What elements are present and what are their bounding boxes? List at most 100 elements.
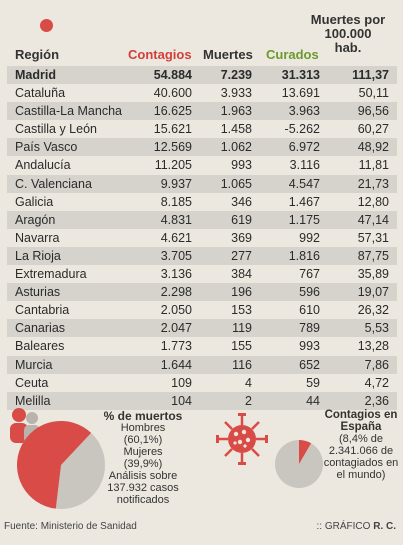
header-contagios: Contagios [128,47,192,62]
table-row: Castilla-La Mancha 16.625 1.963 3.963 96,56 [7,102,397,121]
contagios-value: 1.644 [160,357,192,372]
graphic-credit: :: GRÁFICO R. C. [316,521,396,532]
pie-slice-men [17,421,92,509]
table-row: Asturias 2.298 196 596 19,07 [7,283,397,302]
muertes-value: 116 [232,357,252,372]
table-row: Galicia 8.185 346 1.467 12,80 [7,193,397,211]
region-name: Madrid [15,68,56,82]
curados-value: 3.116 [289,158,320,173]
deaths-pie-title: % de muertos [103,409,183,423]
muertes-value: 619 [231,212,252,227]
muertes-value: 119 [232,321,252,336]
curados-value: 4.547 [288,176,320,191]
rate-value: 60,27 [357,122,389,137]
table-row: C. Valenciana 9.937 1.065 4.547 21,73 [7,174,397,193]
deaths-by-sex-pie [17,421,105,509]
pie-slice-spain [299,440,312,464]
muertes-value: 1.458 [220,122,252,137]
table-row: Extremadura 3.136 384 767 35,89 [7,265,397,283]
curados-value: 1.467 [288,194,320,209]
curados-value: 13.691 [281,86,320,101]
curados-value: 767 [299,267,320,282]
contagios-value: 15.621 [153,122,192,137]
contagios-value: 40.600 [153,86,192,101]
deaths-pie-legend: % de muertos Hombres (60,1%) Mujeres (39… [94,410,192,506]
table-row: La Rioja 3.705 277 1.816 87,75 [7,246,397,266]
table-row: Castilla y León 15.621 1.458 -5.262 60,27 [7,120,397,138]
table-row: Navarra 4.621 369 992 57,31 [7,229,397,247]
red-bullet-icon [40,19,53,32]
muertes-value: 369 [231,230,252,245]
curados-value: 59 [306,375,320,390]
region-name: Cataluña [15,86,66,101]
rate-value: 48,92 [357,140,389,155]
header-deaths-per-100k: Muertes por 100.000 hab. [310,12,386,55]
region-name: Ceuta [15,375,49,390]
curados-value: 31.313 [281,68,320,82]
muertes-value: 155 [231,339,252,354]
table-row: Melilla 104 2 44 2,36 [7,391,397,410]
table-row: Ceuta 109 4 59 4,72 [7,374,397,392]
contagios-value: 3.136 [160,267,192,282]
muertes-value: 4 [245,375,252,390]
header-region: Región [15,47,60,62]
muertes-value: 1.963 [220,104,252,119]
region-name: Castilla y León [15,122,97,137]
contagios-value: 2.298 [160,285,192,300]
rate-value: 19,07 [357,285,389,300]
rate-value: 13,28 [357,339,389,354]
table-row: Canarias 2.047 119 789 5,53 [7,319,397,338]
region-name: Asturias [15,285,61,300]
rate-value: 2,36 [364,393,389,408]
region-name: Galicia [15,194,54,209]
contagios-value: 8.185 [160,194,192,209]
contagios-value: 54.884 [153,68,192,82]
rate-value: 26,32 [357,303,389,318]
region-name: C. Valenciana [15,176,92,191]
source-note: Fuente: Ministerio de Sanidad [4,521,137,532]
curados-value: 6.972 [288,140,320,155]
curados-value: 44 [306,393,320,408]
region-name: Navarra [15,230,60,245]
contagios-value: 12.569 [153,140,192,155]
muertes-value: 384 [231,267,252,282]
rate-value: 4,72 [364,375,389,390]
region-name: Melilla [15,393,51,408]
table-row: País Vasco 12.569 1.062 6.972 48,92 [7,138,397,157]
curados-value: 1.816 [288,248,320,263]
table-row: Madrid 54.884 7.239 31.313 111,37 [7,66,397,85]
spain-pie-legend: Contagios en España (8,4% de 2.341.066 d… [323,409,399,481]
region-name: Aragón [15,212,56,227]
curados-value: -5.262 [284,122,320,137]
table-row: Murcia 1.644 116 652 7,86 [7,355,397,374]
virus-icon [216,413,268,465]
contagios-value: 2.047 [160,321,192,336]
rate-value: 12,80 [357,194,389,209]
contagios-value: 16.625 [153,104,192,119]
contagios-value: 11.205 [154,158,192,173]
rate-value: 5,53 [364,321,389,336]
muertes-value: 993 [231,158,252,173]
rate-value: 35,89 [357,267,389,282]
curados-value: 992 [299,230,320,245]
curados-value: 993 [299,339,320,354]
region-name: Andalucía [15,158,71,173]
contagios-value: 9.937 [160,176,192,191]
header-muertes: Muertes [203,47,253,62]
header-curados: Curados [266,47,319,62]
region-name: La Rioja [15,248,61,263]
muertes-value: 346 [231,194,252,209]
contagios-value: 109 [171,375,192,390]
muertes-value: 1.062 [220,140,252,155]
table-row: Cantabria 2.050 153 610 26,32 [7,301,397,319]
muertes-value: 277 [231,248,252,263]
region-table: Madrid 54.884 7.239 31.313 111,37 Cataluña 40.… [7,66,397,410]
contagios-value: 3.705 [160,248,192,263]
rate-value: 87,75 [357,248,389,263]
contagios-value: 104 [171,393,192,408]
muertes-value: 1.065 [220,176,252,191]
rate-value: 57,31 [357,230,389,245]
rate-value: 96,56 [357,104,389,119]
curados-value: 610 [299,303,320,318]
